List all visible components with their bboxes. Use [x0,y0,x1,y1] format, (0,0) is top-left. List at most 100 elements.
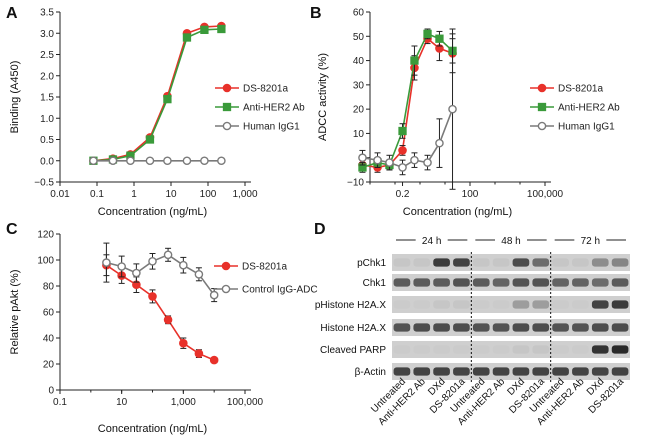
timepoint-label: 48 h [501,236,520,247]
legend-label: Control IgG-ADC [242,285,318,296]
data-point [102,258,111,267]
blot-strip [392,254,630,271]
data-point [373,155,382,165]
blot-band [591,367,609,376]
y-tick-label: 80 [43,282,55,293]
panel-a: A −0.5 0.0 0.5 1.0 1.5 2.0 2.5 3.0 3.5 0.01 0.1 1 10 1… [6,5,305,218]
blot-band [453,345,470,353]
series-ds-8201a: DS-8201a [102,254,287,365]
blot-strip [392,296,630,313]
blot-row-label: pChk1 [357,258,386,269]
data-point [145,156,155,166]
blot-band [591,278,609,287]
y-tick-label: 40 [353,56,365,67]
y-tick-label: −10 [347,178,364,189]
panel-label: A [6,5,18,22]
blot-strip [392,274,630,291]
blot-band [591,323,609,332]
data-point [410,155,419,165]
blot-strip [392,341,630,358]
blot-band [572,345,589,353]
legend-marker [222,83,232,93]
series-anti-her2-ab: Anti-HER2 Ab [358,28,620,173]
blot-band [473,345,490,353]
y-tick-label: 3.5 [40,8,54,19]
data-point [145,135,155,144]
x-tick-label: 100,000 [527,189,564,200]
legend-marker [537,83,547,93]
blot-band [611,367,629,376]
data-point [423,29,432,39]
data-point [200,156,209,166]
y-tick-label: 2.0 [40,71,54,82]
blot-band [572,367,589,376]
blot-band [532,278,550,287]
blot-band [433,323,450,332]
x-axis-title: Concentration (ng/mL) [403,206,512,218]
y-tick-label: 20 [43,360,55,371]
x-tick-label: 10 [165,189,177,200]
series-anti-her2-ab: Anti-HER2 Ab [89,24,305,165]
data-point [398,163,407,172]
x-tick-label: 100 [200,189,217,200]
data-point [200,25,209,35]
blot-band [453,258,470,267]
legend-marker [221,284,231,294]
data-point [182,33,192,42]
legend-marker [222,102,232,112]
data-point [423,158,432,167]
blot-band [453,300,470,309]
data-point [358,153,367,163]
y-axis-title: ADCC activity (%) [317,53,329,141]
blot-band [433,345,450,353]
x-tick-label: 0.01 [50,189,70,200]
data-point [126,156,135,166]
panel-d: D 24 h 48 h 72 h pChk1 Chk1 pHistone H2A.X Hist… [314,221,630,428]
blot-band [532,323,550,332]
blot-row-label: Chk1 [363,278,387,289]
y-tick-label: 50 [353,32,365,43]
blot-band [512,278,530,287]
blot-band [552,367,569,376]
blot-row-label: β-Actin [355,367,386,378]
panel-b: B−1001020304050600.2100100,000Concentrat… [310,5,620,218]
blot-band [472,278,490,287]
x-axis-title: Concentration (ng/mL) [98,423,207,435]
data-point [179,260,188,270]
blot-band [512,323,530,332]
blot-band [472,367,490,376]
data-point [385,158,394,167]
blot-row-label: Cleaved PARP [320,345,386,356]
blot-band [572,323,589,332]
blot-band [591,258,609,267]
blot-band [611,323,629,332]
blot-strip [392,319,630,336]
legend-marker [537,121,547,131]
blot-band [433,258,450,267]
blot-band [413,300,430,308]
data-point [179,338,188,348]
y-tick-label: 120 [37,230,54,241]
blot-band [433,278,450,287]
blot-band [591,345,609,354]
data-point [163,94,172,104]
legend-label: Anti-HER2 Ab [558,103,620,114]
x-tick-label: 0.1 [90,189,104,200]
blot-band [413,278,431,287]
blot-band [472,323,490,332]
blot-band [532,258,550,267]
blot-band [492,258,510,267]
data-point [194,349,204,358]
blot-band [492,323,510,332]
series-line [93,25,222,162]
panel-label: D [314,221,326,238]
data-point [410,56,419,65]
data-point [182,156,192,166]
data-point [163,315,173,325]
blot-band [433,300,450,309]
blot-band [453,367,470,376]
data-point [108,156,118,166]
series-human-igg1: Human IgG1 [89,122,300,166]
y-tick-label: 3.0 [40,29,54,40]
